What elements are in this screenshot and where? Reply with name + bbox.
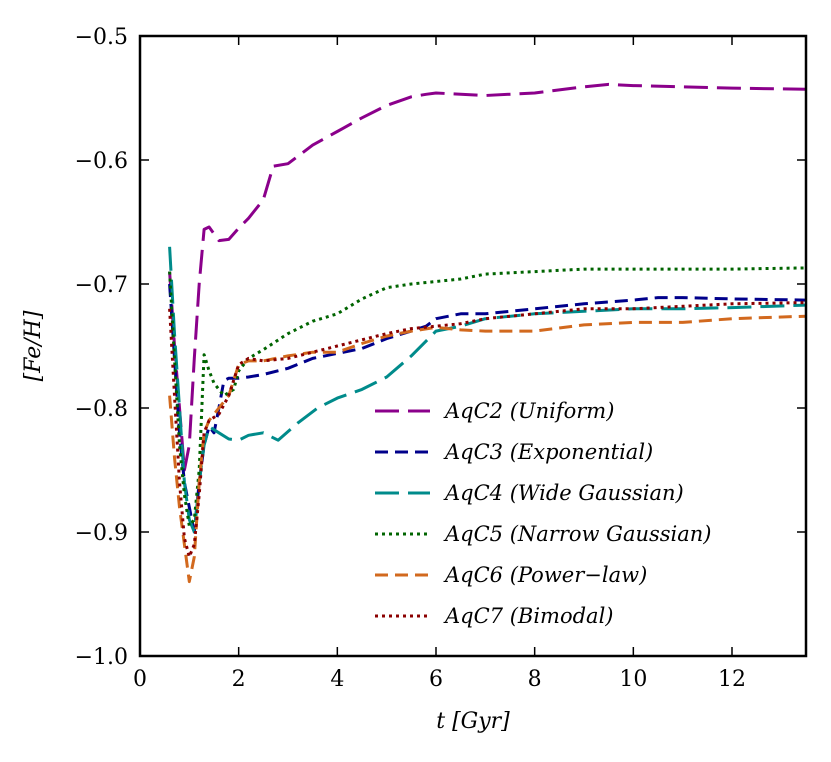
legend-label: AqC4 (Wide Gaussian) <box>443 481 684 505</box>
y-tick-label: −0.8 <box>75 397 128 422</box>
ticks-layer: 0 2 4 6 8 10 12 −1.0 −0.9 −0.8 −0.7 −0.6 −0.5 <box>75 25 806 692</box>
y-axis-label: [Fe/H] <box>21 310 46 381</box>
series-layer <box>168 82 806 584</box>
y-tick-label: −0.7 <box>75 273 128 298</box>
x-tick-label: 10 <box>619 667 647 692</box>
x-tick-label: 6 <box>429 667 443 692</box>
series-line-5 <box>168 266 806 528</box>
series-line-6 <box>168 314 806 584</box>
series-line-7 <box>168 301 806 559</box>
y-tick-label: −0.9 <box>75 521 128 546</box>
y-tick-label: −0.6 <box>75 149 128 174</box>
legend-label: AqC7 (Bimodal) <box>443 604 613 628</box>
x-tick-label: 4 <box>330 667 344 692</box>
plot-frame <box>138 34 808 658</box>
legend: AqC2 (Uniform) AqC3 (Exponential) AqC4 (Wi… <box>375 399 712 628</box>
legend-label: AqC3 (Exponential) <box>443 440 653 464</box>
x-tick-label: 0 <box>133 667 147 692</box>
legend-label: AqC2 (Uniform) <box>443 399 614 423</box>
y-tick-label: −0.5 <box>75 25 128 50</box>
series-line-2 <box>168 82 806 472</box>
x-tick-label: 2 <box>232 667 246 692</box>
legend-label: AqC6 (Power−law) <box>443 563 647 587</box>
y-tick-label: −1.0 <box>75 645 128 670</box>
legend-label: AqC5 (Narrow Gaussian) <box>443 522 712 546</box>
x-tick-label: 8 <box>528 667 542 692</box>
x-axis-label: t [Gyr] <box>436 709 510 734</box>
x-tick-label: 12 <box>718 667 746 692</box>
